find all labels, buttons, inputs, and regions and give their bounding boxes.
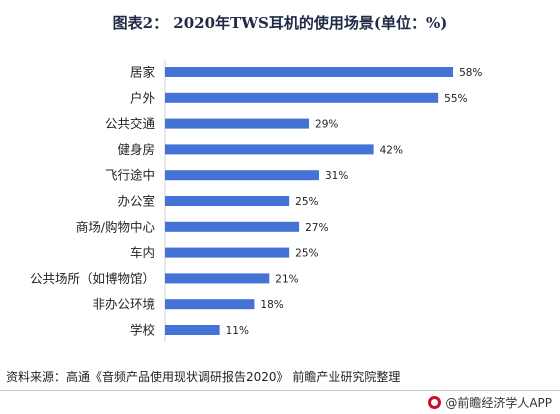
bar [165, 247, 290, 258]
value-label: 11% [226, 325, 249, 337]
footer-divider [0, 390, 560, 391]
chart-title: 图表2： 2020年TWS耳机的使用场景(单位：%) [112, 14, 448, 32]
bar [165, 170, 319, 181]
value-label: 58% [459, 67, 482, 79]
category-label: 办公室 [117, 194, 155, 209]
category-label: 健身房 [117, 142, 155, 157]
category-label: 公共交通 [105, 116, 156, 131]
bar [165, 299, 255, 310]
value-label: 25% [295, 196, 318, 208]
value-label: 31% [325, 170, 348, 182]
value-label: 18% [260, 299, 283, 311]
bar [165, 118, 310, 129]
value-label: 25% [295, 248, 318, 260]
bar [165, 196, 290, 206]
category-label: 户外 [130, 90, 156, 105]
bar [165, 67, 454, 77]
category-label: 居家 [130, 65, 156, 80]
bar [165, 273, 270, 284]
brand-logo-icon [428, 396, 442, 409]
category-label: 非办公环境 [92, 297, 155, 312]
value-label: 27% [305, 222, 328, 234]
source-note: 资料来源：高通《音频产品使用现状调研报告2020》 前瞻产业研究院整理 [6, 370, 401, 384]
footer-brand-text: @前瞻经济学人APP [445, 396, 552, 410]
value-label: 29% [315, 119, 338, 131]
value-label: 55% [444, 93, 467, 105]
category-label: 飞行途中 [105, 168, 155, 183]
bar [165, 92, 439, 103]
category-label: 商场/购物中心 [76, 219, 156, 234]
category-label: 公共场所（如博物馆） [30, 271, 155, 286]
value-label: 42% [380, 144, 403, 156]
value-label: 21% [275, 273, 298, 285]
bar [165, 221, 300, 232]
bar [165, 325, 220, 335]
category-label: 车内 [130, 245, 155, 260]
footer-brand: @前瞻经济学人APP [428, 394, 552, 411]
bar [165, 144, 374, 155]
category-label: 学校 [130, 323, 156, 338]
bars-layer: 居家 58% 户外 55% 公共交通 29% 健身房 42% 飞行途中 31% 办公室 25% 商场/购… [30, 65, 482, 338]
